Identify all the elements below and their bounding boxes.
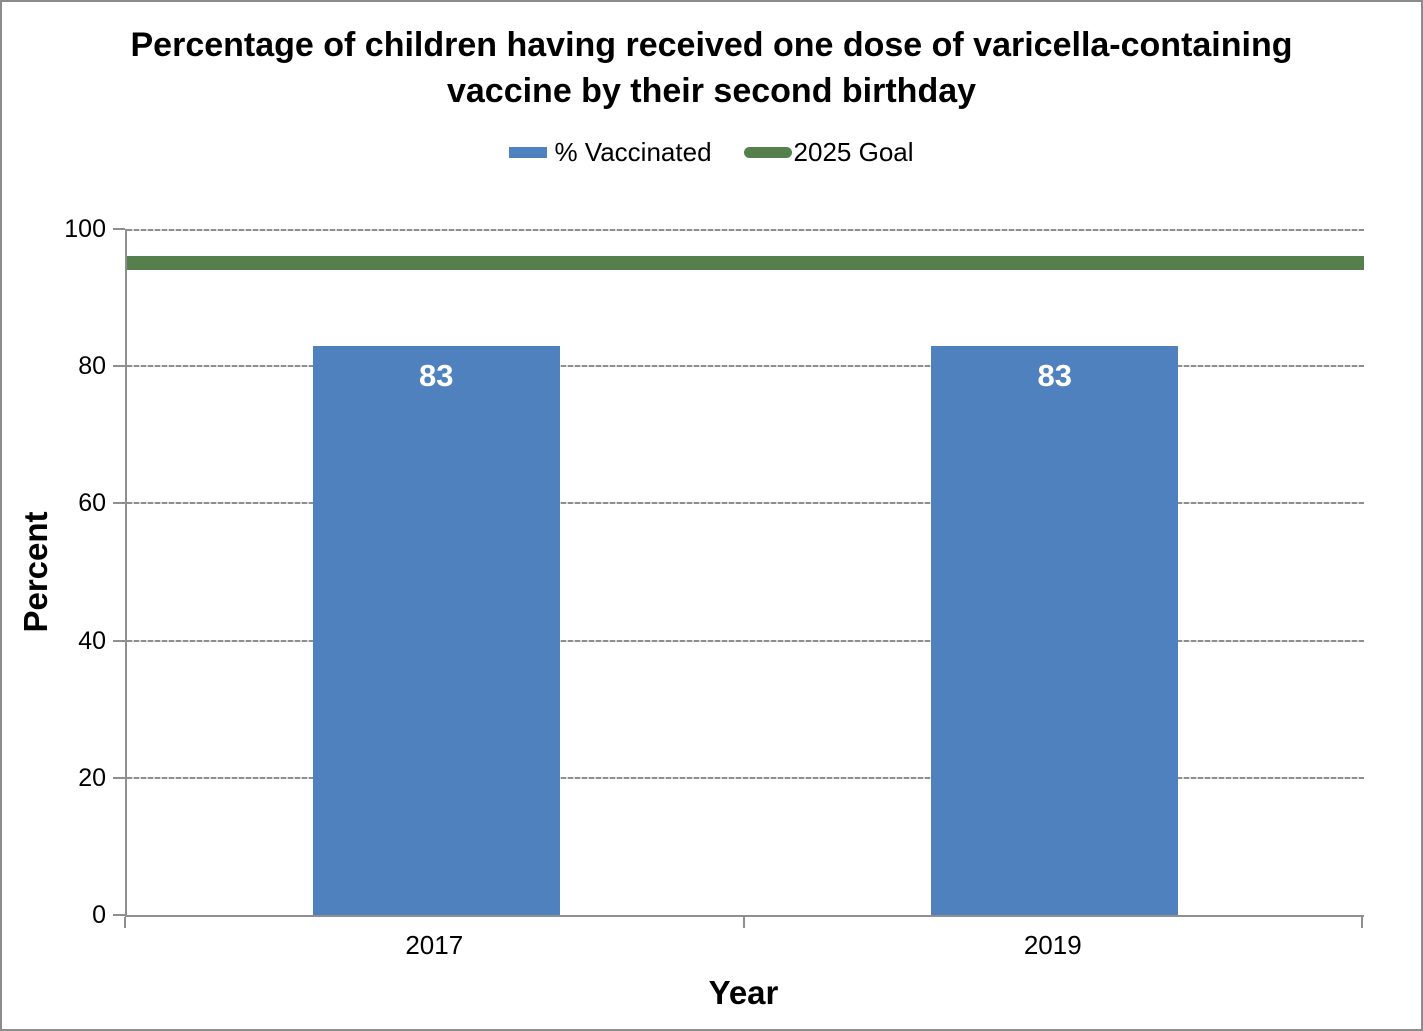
y-tick-label-0: 0: [92, 901, 106, 929]
y-tick-label-100: 100: [64, 215, 106, 243]
bar-value-label-2017: 83: [419, 357, 454, 393]
y-axis-title: Percent: [17, 511, 54, 633]
gridline-40: [127, 639, 1364, 642]
y-tick-mark-80: [113, 365, 125, 368]
gridline-100: [127, 229, 1364, 231]
goal-line: [127, 256, 1364, 271]
bar-value-label-2019: 83: [1037, 357, 1072, 393]
legend-label-goal: 2025 Goal: [793, 137, 914, 167]
y-tick-label-60: 60: [78, 489, 106, 518]
x-tick-mark-1: [742, 917, 745, 928]
y-tick-label-20: 20: [78, 763, 106, 792]
y-tick-mark-40: [113, 639, 125, 642]
bar-2019: [931, 345, 1179, 915]
x-tick-mark-0: [124, 917, 126, 928]
y-tick-mark-0: [113, 914, 125, 916]
x-tick-mark-2: [1361, 917, 1363, 928]
gridline-80: [127, 365, 1364, 368]
gridline-60: [127, 502, 1364, 505]
legend-item-goal: 2025 Goal: [743, 137, 914, 168]
y-tick-label-80: 80: [78, 352, 106, 381]
y-tick-mark-20: [113, 776, 125, 779]
y-tick-mark-60: [113, 502, 125, 505]
y-tick-label-40: 40: [78, 626, 106, 655]
legend-item-vaccinated: % Vaccinated: [509, 137, 712, 168]
x-axis-title: Year: [708, 974, 779, 1011]
y-tick-mark-100: [113, 228, 125, 230]
gridline-20: [127, 776, 1364, 779]
legend: % Vaccinated 2025 Goal: [2, 137, 1421, 168]
legend-bar-swatch-icon: [509, 147, 548, 158]
bar-2017: [312, 345, 560, 915]
legend-goal-line-swatch-icon: [743, 147, 792, 158]
legend-label-vaccinated: % Vaccinated: [554, 137, 712, 167]
chart-title: Percentage of children having received o…: [130, 26, 1293, 110]
x-tick-label-2017: 2017: [405, 930, 464, 960]
plot-area: 83 83: [125, 229, 1364, 917]
x-tick-label-2019: 2019: [1023, 930, 1082, 960]
